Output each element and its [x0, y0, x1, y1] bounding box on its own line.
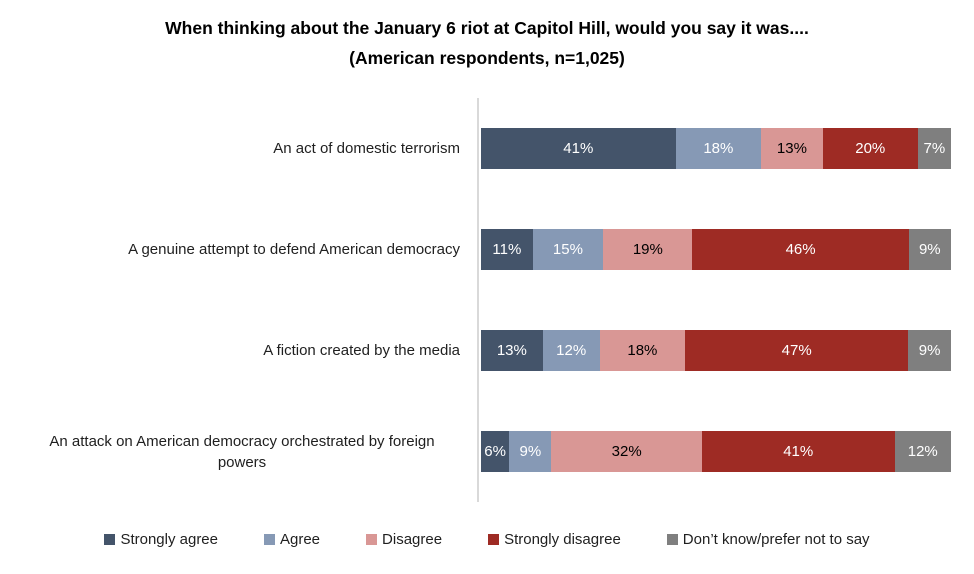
bar-segment: 47%: [685, 330, 909, 371]
bar-segment: 18%: [675, 128, 762, 169]
bar-segment: 9%: [509, 431, 552, 472]
bar-segment: 32%: [551, 431, 702, 472]
bar-track: 6% 9% 32% 41% 12%: [481, 431, 951, 472]
legend-label: Disagree: [382, 531, 443, 548]
bar-segment: 13%: [761, 128, 823, 169]
bar-segment: 46%: [692, 229, 909, 270]
legend-label: Don’t know/prefer not to say: [682, 531, 870, 548]
bar-track: 13% 12% 18% 47% 9%: [481, 330, 951, 371]
bar-track: 41% 18% 13% 20% 7%: [481, 128, 951, 169]
legend-color-swatch-icon: [104, 534, 116, 545]
chart-title-line2: (American respondents, n=1,025): [349, 48, 625, 68]
category-label: An act of domestic terrorism: [273, 140, 460, 157]
bar-segment: 9%: [908, 229, 951, 270]
plot-area: An act of domestic terrorism 41% 18% 13% 20%…: [0, 98, 974, 502]
bar-segment: 15%: [532, 229, 604, 270]
legend-item: Strongly disagree: [488, 531, 621, 548]
vertical-axis-line: [477, 98, 479, 502]
legend-item: Disagree: [366, 531, 442, 548]
bar-segment: 20%: [822, 128, 918, 169]
legend-item: Strongly agree: [104, 531, 218, 548]
chart-title: When thinking about the January 6 riot a…: [0, 0, 974, 73]
bar-segment: 41%: [481, 128, 676, 169]
bar-segment: 6%: [481, 431, 510, 472]
bar-segment: 13%: [481, 330, 543, 371]
legend-label: Strongly agree: [120, 531, 218, 548]
legend-item: Don’t know/prefer not to say: [666, 531, 870, 548]
bar-segment: 18%: [599, 330, 686, 371]
bar-segment: 41%: [701, 431, 895, 472]
legend-color-swatch-icon: [264, 534, 275, 545]
bar-segment: 19%: [603, 229, 693, 270]
bar-segment: 7%: [917, 128, 951, 169]
bar-segment: 11%: [481, 229, 533, 270]
category-label-cell: An act of domestic terrorism: [0, 138, 470, 159]
legend-label: Agree: [280, 531, 321, 548]
category-label-cell: An attack on American democracy orchestr…: [0, 431, 470, 473]
legend-color-swatch-icon: [666, 534, 678, 545]
bar-row: An attack on American democracy orchestr…: [0, 401, 974, 502]
bar-segment: 12%: [542, 330, 600, 371]
bar-row: A genuine attempt to defend American dem…: [0, 199, 974, 300]
category-label: A fiction created by the media: [263, 342, 460, 359]
legend: Strongly agree Agree Disagree Strongly disa…: [0, 531, 974, 548]
category-label-cell: A fiction created by the media: [0, 340, 470, 361]
bar-segment: 12%: [894, 431, 951, 472]
category-label-cell: A genuine attempt to defend American dem…: [0, 239, 470, 260]
bar-row: A fiction created by the media 13% 12% 18% 4…: [0, 300, 974, 401]
legend-item: Agree: [264, 531, 320, 548]
chart-title-line1: When thinking about the January 6 riot a…: [165, 18, 809, 38]
category-label: A genuine attempt to defend American dem…: [128, 241, 460, 258]
legend-color-swatch-icon: [366, 534, 378, 545]
legend-color-swatch-icon: [488, 534, 500, 545]
legend-label: Strongly disagree: [504, 531, 621, 548]
bar-track: 11% 15% 19% 46% 9%: [481, 229, 951, 270]
bar-segment: 9%: [908, 330, 951, 371]
category-label: An attack on American democracy orchestr…: [49, 432, 435, 471]
bar-row: An act of domestic terrorism 41% 18% 13% 20%…: [0, 98, 974, 199]
